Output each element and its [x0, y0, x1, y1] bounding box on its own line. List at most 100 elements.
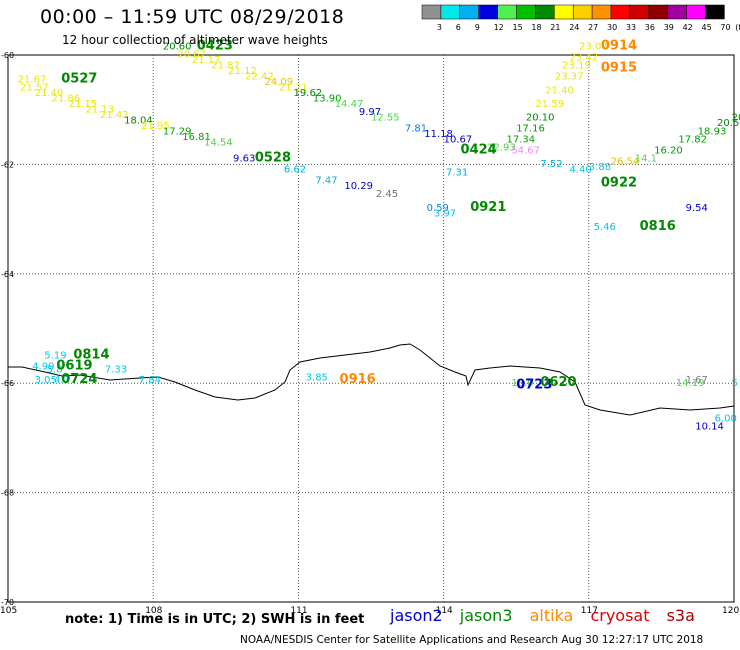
colorbar-label: 3 — [437, 23, 442, 32]
swh-value: 18.0 — [511, 378, 533, 389]
swh-value: 14.54 — [204, 137, 233, 148]
pass-time-label: 0914 — [601, 39, 637, 54]
colorbar-swatch — [686, 4, 706, 20]
swh-value: 13.90 — [313, 93, 342, 104]
colorbar-swatch — [667, 4, 687, 20]
swh-value: 17.29 — [163, 126, 192, 137]
swh-value: 9.63 — [233, 154, 255, 165]
colorbar-label: 27 — [588, 23, 598, 32]
swh-value: 12.93 — [487, 143, 516, 154]
colorbar-label: (ft) — [735, 23, 740, 32]
swh-value: 23.19 — [562, 61, 591, 72]
swh-value: 5.46 — [594, 222, 616, 233]
colorbar-label: 30 — [607, 23, 617, 32]
satellite-legend-jason2: jason2 — [390, 606, 443, 625]
colorbar-swatch — [459, 4, 479, 20]
swh-value: 5.8 — [47, 364, 63, 375]
swh-value: 14.47 — [335, 99, 364, 110]
colorbar-swatch — [648, 4, 668, 20]
swh-value: 11.18 — [424, 129, 453, 140]
map-title: 00:00 – 11:59 UTC 08/29/2018 — [40, 6, 345, 28]
swh-value: 7.47 — [315, 176, 337, 187]
swh-value: 20.67 — [177, 50, 206, 61]
swh-value: 3.85 — [306, 372, 328, 383]
swh-value: 20.95 — [732, 113, 740, 124]
axis-ticks: 105 108 111 114 117 120 -60 -62 -64 -66 -68 -70 — [0, 51, 739, 616]
colorbar-label: 6 — [456, 23, 461, 32]
swh-value: 3.97 — [434, 208, 456, 219]
colorbar-swatch — [516, 4, 536, 20]
colorbar-swatch — [629, 4, 650, 20]
swh-value: 16.81 — [182, 132, 211, 143]
swh-value: 21.13 — [85, 104, 114, 115]
colorbar-swatch — [478, 4, 498, 20]
pass-time-label: 0816 — [640, 219, 676, 234]
swh-value: 18.8 — [739, 107, 740, 118]
swh-value: 21.87 — [211, 61, 240, 72]
pass-time-label: 0423 — [197, 39, 233, 54]
pass-time-label: 0921 — [470, 200, 506, 215]
swh-value: 23.07 — [579, 42, 608, 53]
colorbar-label: 39 — [664, 23, 674, 32]
pass-time-label: 0724 — [61, 372, 97, 387]
lat-tick-label: -64 — [1, 270, 14, 279]
colorbar-swatch — [535, 4, 555, 20]
colorbar-label: 9 — [475, 23, 480, 32]
pass-time-label: 0915 — [601, 60, 637, 75]
swh-value: 5.19 — [44, 351, 66, 362]
swh-value: 7.84 — [139, 375, 161, 386]
swh-value: 54.67 — [511, 145, 540, 156]
swh-value: 12.55 — [371, 113, 400, 124]
map-frame — [7, 54, 735, 603]
lon-tick-label: 117 — [581, 606, 598, 616]
swh-value: 7.52 — [540, 159, 562, 170]
colorbar-label: 33 — [626, 23, 636, 32]
lat-tick-label: -66 — [1, 379, 14, 388]
lon-tick-label: 108 — [145, 606, 162, 616]
swh-value: 21.95 — [141, 121, 170, 132]
pass-labels-layer: 0423 0527 0528 0424 0914 0915 0922 0921 0816 0814… — [56, 39, 675, 393]
pass-time-label: 0620 — [540, 375, 576, 390]
swh-value: 20.57 — [717, 118, 740, 129]
colorbar-swatch — [554, 4, 574, 20]
swh-value: 21.40 — [35, 88, 64, 99]
swh-value: 21.40 — [545, 85, 574, 96]
swh-value: 21.86 — [52, 93, 81, 104]
credit-line: NOAA/NESDIS Center for Satellite Applica… — [240, 634, 704, 646]
antarctic-coastline — [8, 343, 735, 416]
lat-tick-label: -60 — [1, 51, 14, 60]
swh-value: 21.21 — [279, 83, 308, 94]
swh-value: 1.67 — [686, 375, 708, 386]
swh-value: 18.93 — [698, 126, 727, 137]
colorbar-label: 15 — [513, 23, 523, 32]
satellite-legend-s3a: s3a — [666, 606, 695, 625]
swh-value: 3.88 — [589, 162, 611, 173]
colorbar-label: 36 — [645, 23, 655, 32]
swh-value: 0.59 — [427, 203, 449, 214]
swh-value: 6.00 — [715, 413, 737, 424]
swh-value: 23.37 — [555, 72, 584, 83]
swh-value: 16.20 — [654, 145, 683, 156]
swh-value: 7.81 — [405, 124, 427, 135]
satellite-legend-cryosat: cryosat — [590, 606, 650, 625]
swh-value: 21.59 — [536, 99, 565, 110]
colorbar-swatch — [572, 4, 593, 20]
swh-value: 20.60 — [163, 42, 192, 53]
footer-note: note: 1) Time is in UTC; 2) SWH is in fe… — [65, 612, 365, 627]
lat-tick-label: -68 — [1, 489, 14, 498]
swh-value: 18.04 — [124, 115, 153, 126]
swh-value: 3.05 — [35, 375, 57, 386]
swh-value: 21.67 — [18, 74, 47, 85]
swh-value: 19.62 — [294, 88, 323, 99]
swh-value: 14.1 — [635, 154, 657, 165]
swh-value: 17.34 — [507, 135, 536, 146]
lon-tick-label: 114 — [436, 606, 453, 616]
colorbar-label: 70 — [720, 23, 730, 32]
pass-time-label: 0916 — [340, 372, 376, 387]
colorbar-swatch — [421, 4, 442, 20]
colorbar-swatch — [497, 4, 517, 20]
pass-time-label: 0922 — [601, 175, 637, 190]
satellite-legend-jason3: jason3 — [459, 606, 513, 625]
